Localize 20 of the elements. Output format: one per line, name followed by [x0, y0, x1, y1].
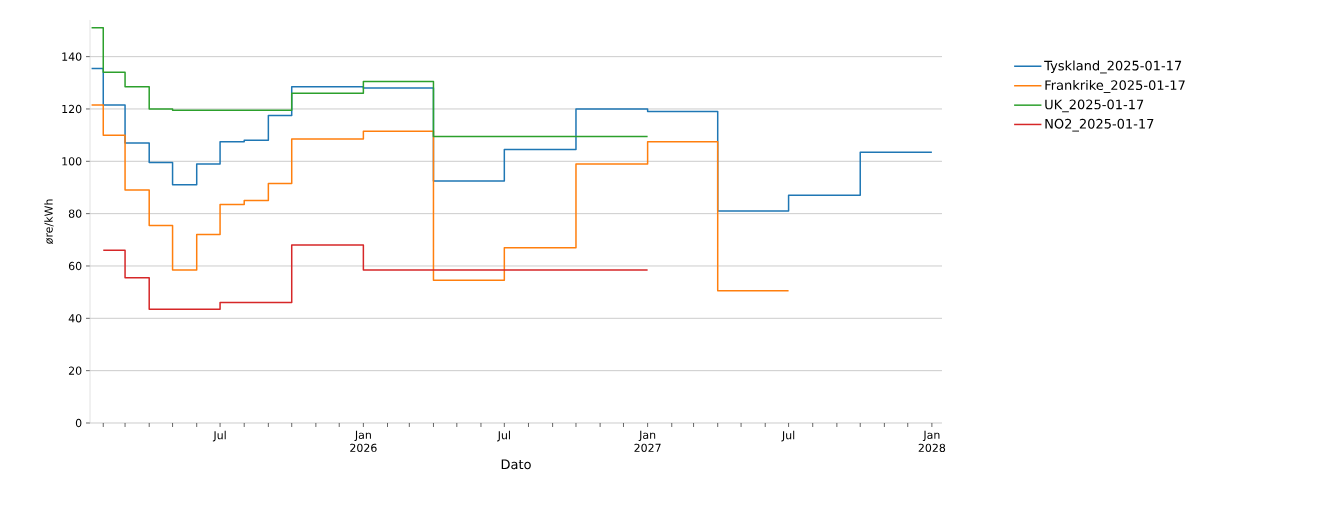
x-tick-label: Jul — [212, 430, 226, 442]
y-tick-label: 40 — [68, 314, 82, 323]
y-tick-label: 120 — [62, 104, 82, 114]
x-tick-label: Jan 2026 — [350, 430, 377, 453]
x-tick-label: Jul — [781, 430, 795, 442]
x-axis-title: Dato — [501, 459, 531, 470]
legend-label: NO2_2025-01-17 — [1045, 118, 1154, 132]
y-tick-label: 100 — [62, 157, 82, 166]
y-tick-label: 140 — [62, 52, 82, 61]
y-tick-label: 0 — [75, 418, 82, 428]
y-axis-title: øre/kWh — [44, 199, 54, 244]
y-tick-label: 60 — [68, 261, 82, 271]
legend-label: Tyskland_2025-01-17 — [1044, 60, 1182, 74]
y-tick-label: 20 — [68, 366, 82, 375]
legend-label: UK_2025-01-17 — [1045, 99, 1144, 113]
legend-label: Frankrike_2025-01-17 — [1045, 79, 1185, 93]
y-tick-label: 80 — [68, 209, 82, 218]
x-tick-label: Jan 2028 — [918, 430, 946, 453]
x-tick-label: Jul — [497, 430, 510, 442]
x-tick-label: Jan 2027 — [634, 430, 661, 453]
